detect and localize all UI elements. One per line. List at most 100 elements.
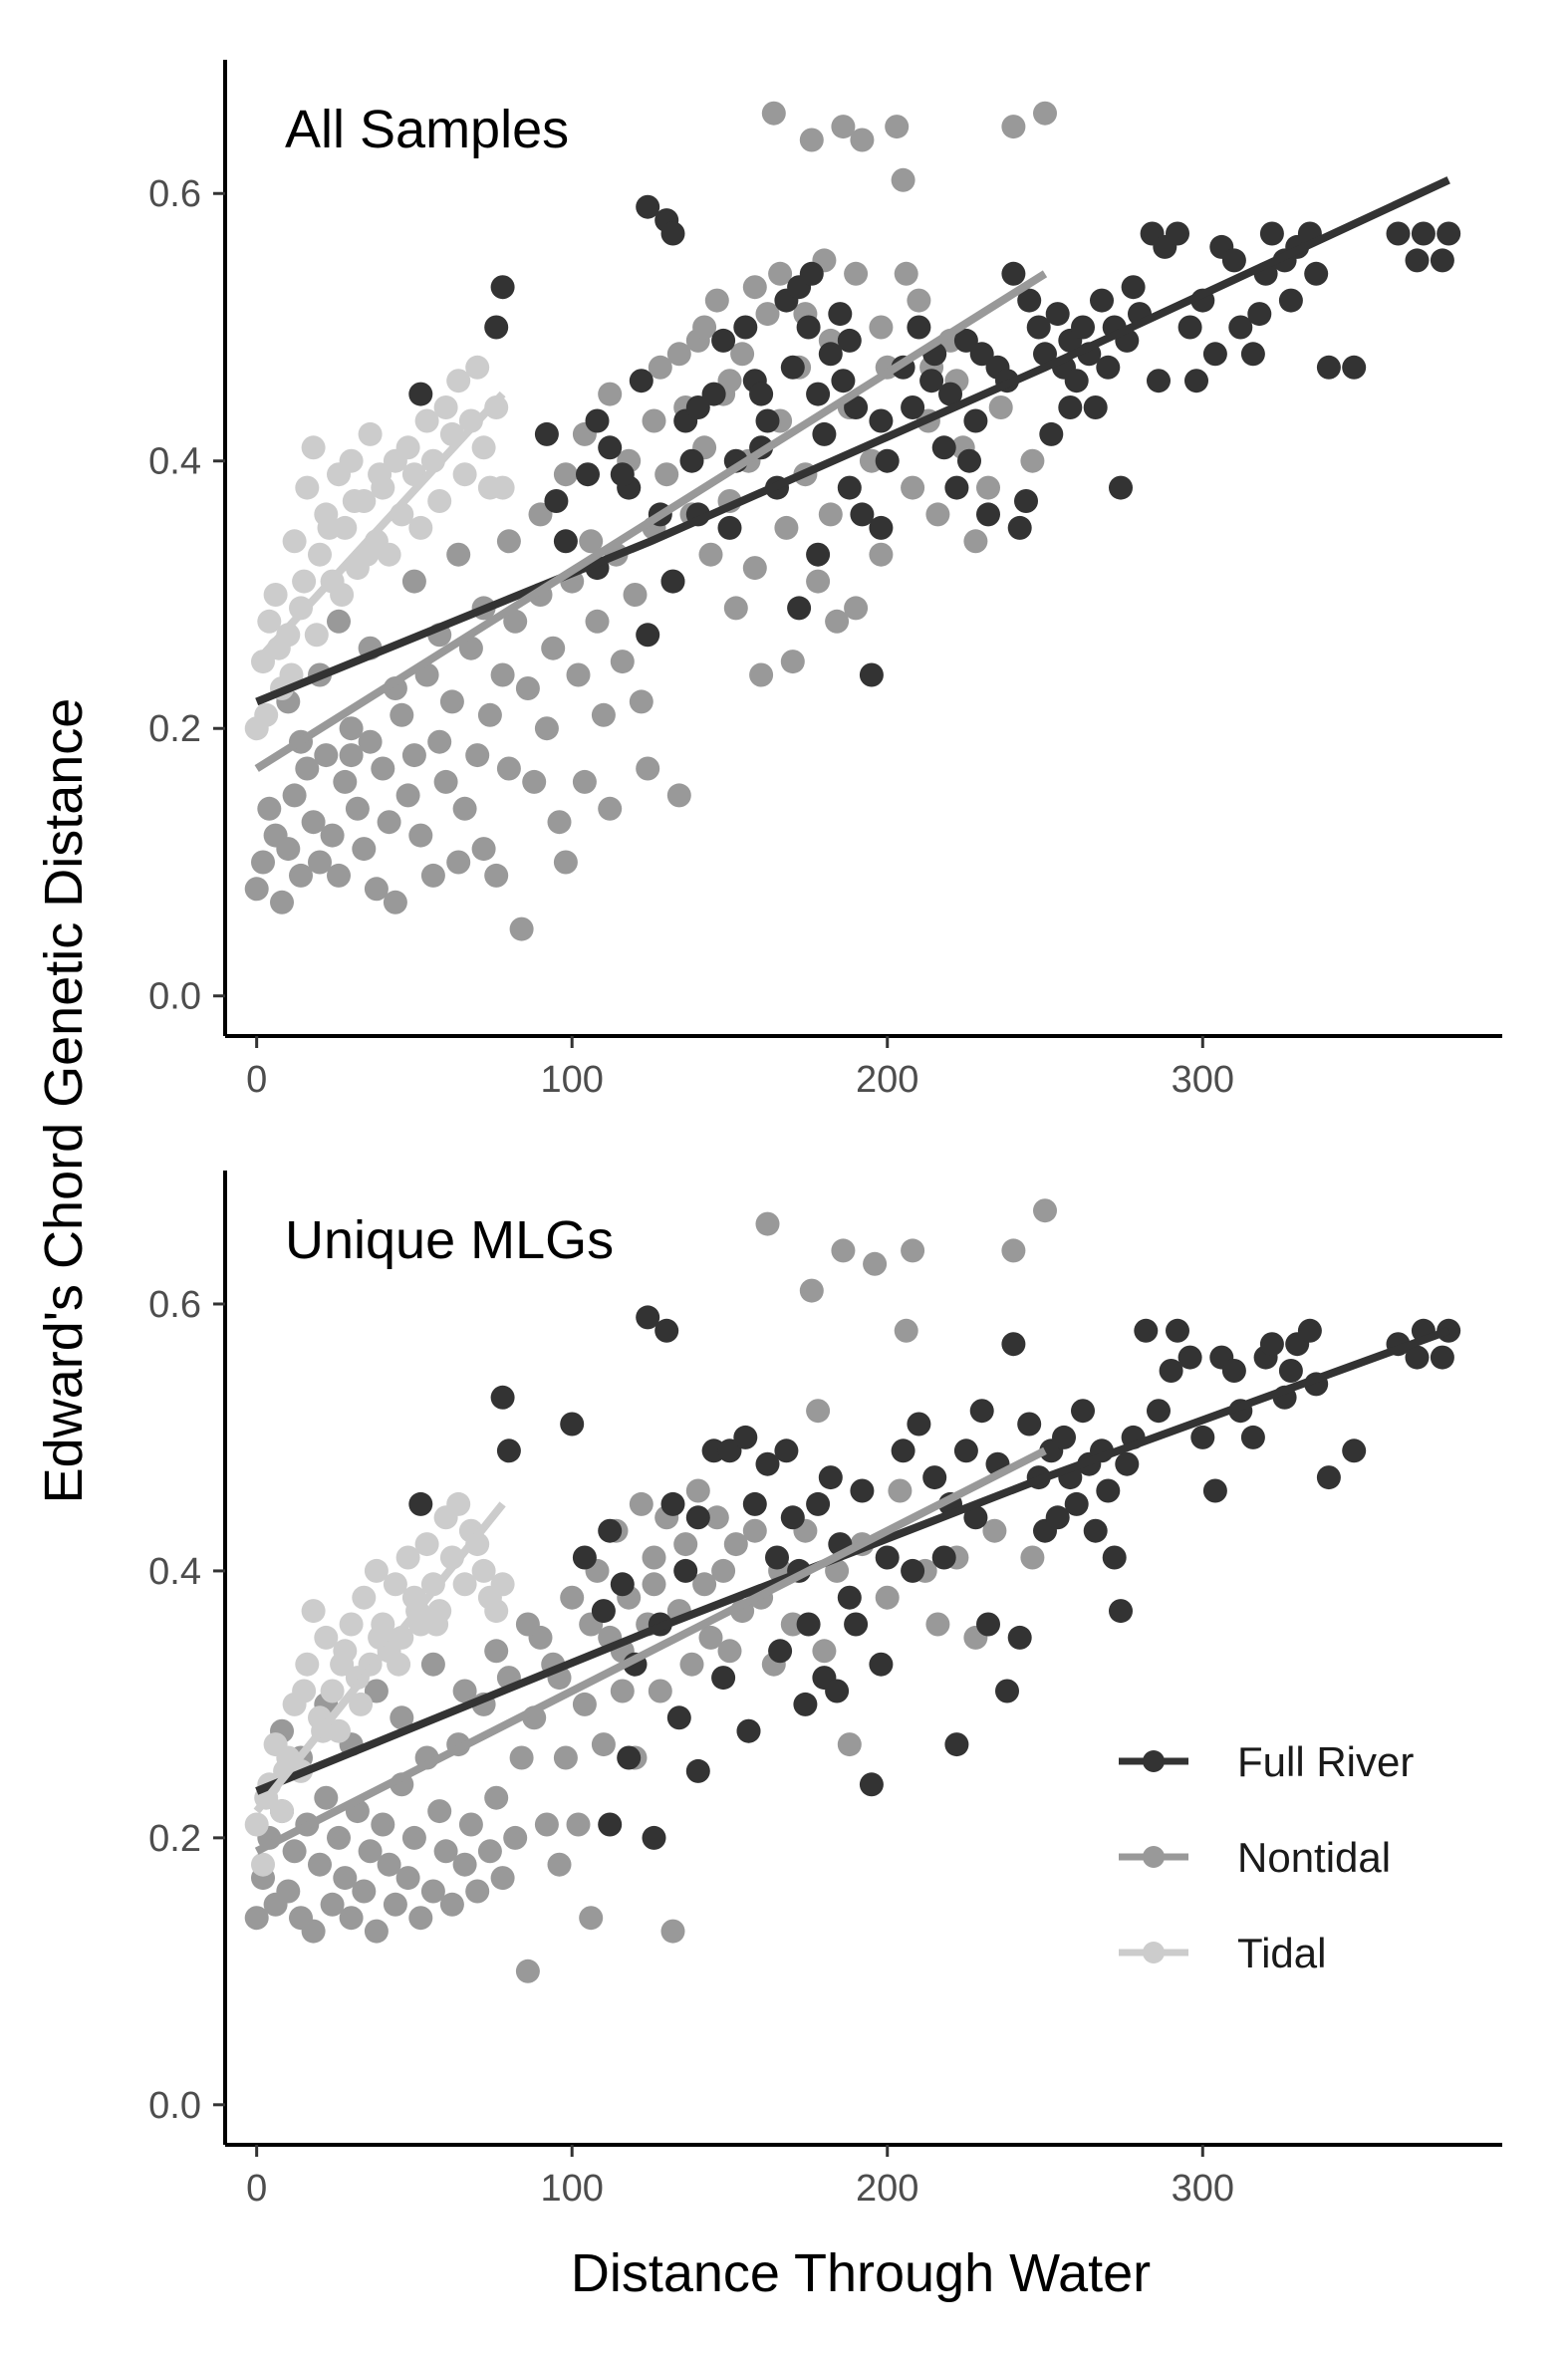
point-full-river [629, 369, 653, 393]
point-nontidal [433, 1839, 458, 1864]
point-full-river [636, 623, 660, 648]
point-tidal [282, 529, 307, 554]
point-nontidal [509, 1745, 534, 1770]
point-full-river [1033, 342, 1057, 367]
point-full-river [642, 1825, 666, 1850]
point-nontidal [503, 609, 528, 634]
point-nontidal [742, 1518, 767, 1543]
point-full-river [1316, 1465, 1341, 1490]
point-full-river [1134, 1318, 1159, 1343]
point-full-river [617, 1745, 642, 1770]
point-tidal [330, 1652, 355, 1677]
point-full-river [1221, 248, 1246, 273]
point-nontidal [863, 1251, 888, 1276]
point-full-river [1121, 275, 1146, 300]
point-nontidal [553, 850, 578, 875]
point-tidal [263, 583, 288, 607]
point-nontidal [717, 1639, 742, 1664]
point-tidal [292, 569, 317, 594]
fit-line-tidal [253, 1501, 506, 1814]
point-tidal [257, 609, 282, 634]
point-full-river [891, 1438, 915, 1463]
point-nontidal [383, 1892, 407, 1917]
point-full-river [685, 395, 710, 419]
point-tidal [349, 1692, 374, 1716]
point-full-river [818, 342, 843, 367]
point-tidal [301, 435, 326, 460]
point-tidal [471, 1558, 496, 1583]
point-full-river [1102, 1545, 1127, 1570]
point-full-river [660, 221, 685, 246]
point-full-river [825, 1679, 850, 1703]
point-nontidal [806, 1399, 831, 1424]
point-nontidal [534, 1812, 559, 1837]
point-nontidal [723, 1532, 748, 1557]
point-full-river [976, 502, 1000, 527]
point-nontidal [364, 1679, 389, 1703]
point-nontidal [844, 261, 869, 286]
point-nontidal [509, 916, 534, 941]
point-nontidal [465, 743, 490, 768]
point-full-river [711, 1666, 736, 1691]
point-full-river [1109, 475, 1133, 500]
point-nontidal [471, 837, 496, 862]
point-nontidal [572, 1692, 597, 1716]
point-full-river [1437, 221, 1461, 246]
point-nontidal [825, 609, 850, 634]
point-nontidal [610, 650, 635, 674]
y-axis-title: Edward's Chord Genetic Distance [34, 698, 94, 1504]
point-nontidal [490, 1866, 515, 1891]
point-full-river [1316, 355, 1341, 380]
point-nontidal [831, 1238, 856, 1263]
point-full-river [490, 275, 515, 300]
point-nontidal [333, 769, 358, 794]
legend-dot-tidal [1143, 1942, 1165, 1963]
point-nontidal [566, 662, 591, 687]
point-nontidal [1033, 1198, 1057, 1223]
point-full-river [1052, 1425, 1076, 1449]
point-nontidal [679, 1652, 704, 1677]
point-nontidal [534, 716, 559, 741]
point-full-river [919, 369, 944, 393]
point-nontidal [704, 288, 729, 313]
point-nontidal [717, 369, 742, 393]
point-nontidal [452, 1852, 477, 1877]
point-nontidal [850, 128, 875, 152]
point-full-river [490, 1385, 515, 1410]
series-full-river [408, 194, 1461, 687]
point-full-river [1083, 395, 1108, 419]
point-full-river [572, 1545, 597, 1570]
point-full-river [869, 1652, 894, 1677]
point-tidal [383, 1572, 407, 1597]
point-nontidal [327, 609, 351, 634]
point-nontidal [352, 1879, 377, 1904]
point-tidal [339, 1612, 364, 1637]
point-nontidal [572, 769, 597, 794]
fit-line-tidal [253, 391, 506, 664]
legend-label-full-river: Full River [1237, 1738, 1414, 1785]
point-nontidal [685, 1478, 710, 1503]
point-full-river [1228, 315, 1253, 340]
point-nontidal [452, 1679, 477, 1703]
point-tidal [452, 462, 477, 487]
point-nontidal [395, 1866, 420, 1891]
point-full-river [1147, 369, 1171, 393]
point-nontidal [579, 1906, 604, 1931]
point-tidal [414, 408, 439, 433]
point-nontidal [875, 1585, 900, 1610]
point-full-river [1259, 1332, 1284, 1357]
point-nontidal [742, 275, 767, 300]
point-full-river [1247, 302, 1272, 327]
point-full-river [1430, 248, 1454, 273]
point-nontidal [673, 1532, 698, 1557]
point-full-river [1202, 1478, 1227, 1503]
point-nontidal [427, 1799, 452, 1824]
point-tidal [314, 1625, 339, 1650]
point-nontidal [251, 850, 275, 875]
fit-line-full-river [255, 176, 1450, 706]
point-nontidal [515, 1959, 540, 1983]
legend-entry-full-river: Full River [1119, 1738, 1414, 1785]
point-nontidal [610, 1679, 635, 1703]
point-full-river [585, 408, 610, 433]
point-full-river [806, 382, 831, 406]
